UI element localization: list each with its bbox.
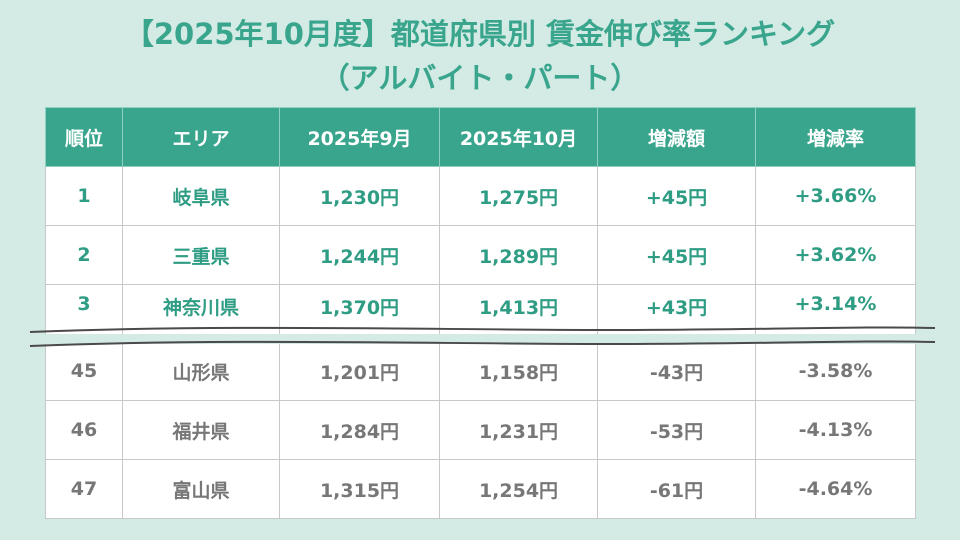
table-row: 3 神奈川県 1,370円 1,413円 +43円 +3.14%	[45, 284, 916, 342]
cell-area: 富山県	[122, 459, 280, 519]
cell-rate: +3.14%	[755, 284, 916, 342]
cell-diff: +45円	[597, 166, 756, 226]
header-diff: 増減額	[597, 107, 756, 167]
header-sep: 2025年9月	[279, 107, 440, 167]
title-line-2: （アルバイト・パート）	[320, 61, 640, 95]
table-row: 1 岐阜県 1,230円 1,275円 +45円 +3.66%	[45, 166, 916, 226]
cell-oct: 1,289円	[439, 225, 598, 285]
cell-oct: 1,275円	[439, 166, 598, 226]
cell-rate: +3.66%	[755, 166, 916, 226]
cell-diff: -43円	[597, 341, 756, 401]
cell-sep: 1,284円	[279, 400, 440, 460]
page-title: 【2025年10月度】都道府県別 賃金伸び率ランキング （アルバイト・パート）	[0, 12, 960, 100]
header-area: エリア	[122, 107, 280, 167]
table-row: 2 三重県 1,244円 1,289円 +45円 +3.62%	[45, 225, 916, 285]
ranking-table: 順位 エリア 2025年9月 2025年10月 増減額 増減率 1 岐阜県 1,…	[45, 107, 916, 519]
cell-area: 岐阜県	[122, 166, 280, 226]
cell-diff: -53円	[597, 400, 756, 460]
header-oct: 2025年10月	[439, 107, 598, 167]
cell-area: 山形県	[122, 341, 280, 401]
cell-rate: -3.58%	[755, 341, 916, 401]
table-row: 47 富山県 1,315円 1,254円 -61円 -4.64%	[45, 459, 916, 519]
cell-diff: +45円	[597, 225, 756, 285]
cell-rate: +3.62%	[755, 225, 916, 285]
cell-oct: 1,413円	[439, 284, 598, 342]
cell-rate: -4.13%	[755, 400, 916, 460]
cell-rank: 3	[45, 284, 123, 342]
table-break-wave	[0, 326, 960, 347]
cell-rank: 46	[45, 400, 123, 460]
cell-oct: 1,231円	[439, 400, 598, 460]
cell-sep: 1,315円	[279, 459, 440, 519]
cell-rank: 2	[45, 225, 123, 285]
cell-sep: 1,230円	[279, 166, 440, 226]
cell-rank: 47	[45, 459, 123, 519]
cell-area: 福井県	[122, 400, 280, 460]
title-line-1: 【2025年10月度】都道府県別 賃金伸び率ランキング	[124, 17, 836, 51]
cell-diff: +43円	[597, 284, 756, 342]
cell-sep: 1,201円	[279, 341, 440, 401]
cell-rate: -4.64%	[755, 459, 916, 519]
cell-area: 三重県	[122, 225, 280, 285]
cell-diff: -61円	[597, 459, 756, 519]
cell-rank: 1	[45, 166, 123, 226]
table-row: 45 山形県 1,201円 1,158円 -43円 -3.58%	[45, 341, 916, 401]
table-row: 46 福井県 1,284円 1,231円 -53円 -4.13%	[45, 400, 916, 460]
header-rank: 順位	[45, 107, 123, 167]
cell-rank: 45	[45, 341, 123, 401]
cell-oct: 1,254円	[439, 459, 598, 519]
table-header-row: 順位 エリア 2025年9月 2025年10月 増減額 増減率	[45, 107, 916, 167]
header-rate: 増減率	[755, 107, 916, 167]
cell-sep: 1,244円	[279, 225, 440, 285]
